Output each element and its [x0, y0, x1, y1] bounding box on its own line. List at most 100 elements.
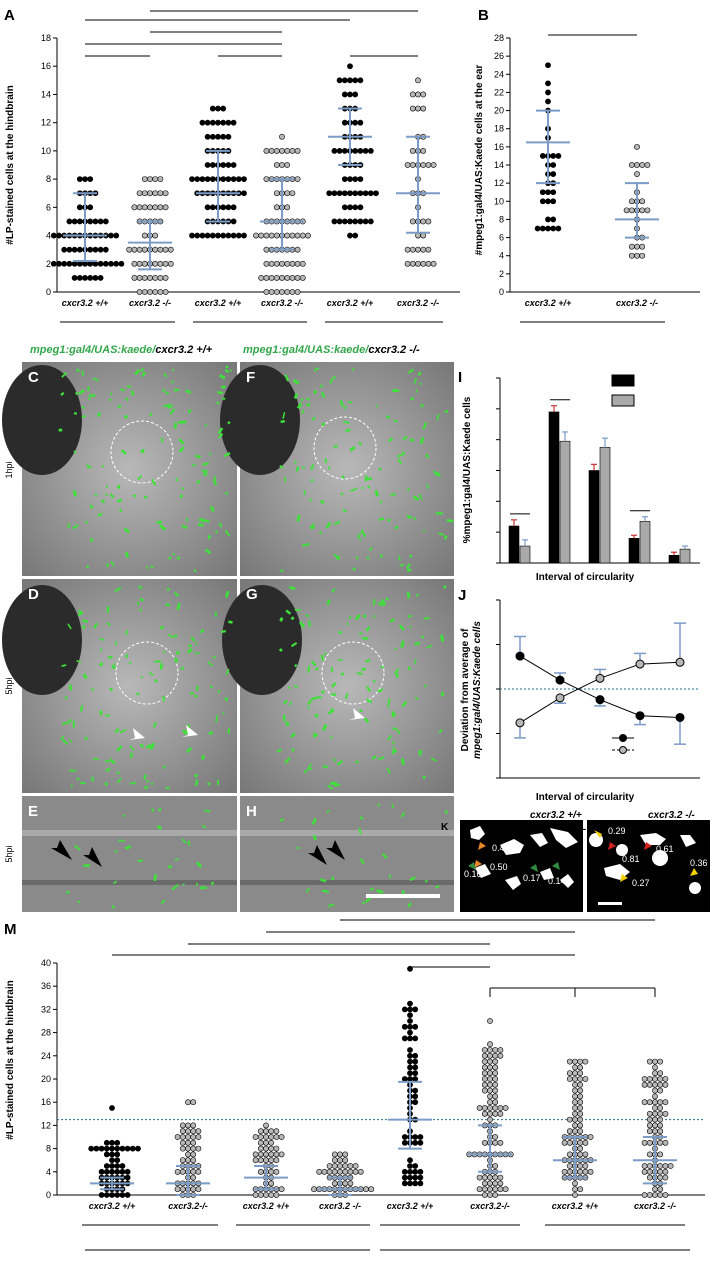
kaede-cell — [392, 740, 395, 745]
group-label: cxcr3.2 -/- — [261, 298, 303, 308]
kaede-cell — [227, 420, 231, 425]
panel-j-ylabel-1: Deviation from average of — [460, 628, 471, 751]
kaede-cell — [137, 602, 140, 605]
group-label: cxcr3.2 -/- — [634, 1201, 676, 1211]
data-point — [157, 190, 164, 197]
data-point — [342, 1168, 349, 1175]
data-point — [152, 232, 159, 239]
data-point — [87, 204, 94, 211]
panel-j-chart — [496, 599, 700, 779]
panel-m-ylabel: #LP-stained cells at the hindbrain — [5, 980, 16, 1139]
kaede-cell — [89, 394, 96, 397]
panel-i-chart — [496, 374, 700, 564]
data-point — [199, 232, 206, 239]
data-point — [268, 1139, 275, 1146]
y-tick-label: 24 — [41, 1051, 51, 1061]
data-point — [561, 1168, 568, 1175]
kaede-cell — [185, 746, 193, 754]
data-point — [114, 1168, 121, 1175]
svg-text:0.61: 0.61 — [656, 844, 674, 854]
data-point — [252, 1151, 259, 1158]
kaede-cell — [67, 623, 72, 630]
panel-m-dots — [88, 965, 677, 1198]
data-point — [412, 1064, 419, 1071]
kaede-cell — [401, 700, 408, 708]
data-point — [595, 673, 605, 683]
data-point — [412, 1076, 419, 1082]
data-point — [577, 1076, 584, 1082]
data-point — [347, 63, 353, 70]
data-point — [225, 162, 232, 168]
kaede-cell — [76, 777, 80, 781]
data-point — [225, 119, 232, 126]
svg-text:0.29: 0.29 — [608, 826, 626, 836]
kaede-cell — [387, 735, 393, 741]
group-label: cxcr3.2 +/+ — [89, 1201, 136, 1211]
data-point — [492, 1076, 499, 1082]
data-point — [652, 1070, 658, 1077]
data-point — [646, 1168, 653, 1175]
kaede-cell — [385, 596, 390, 601]
data-point — [481, 1139, 488, 1146]
kaede-cell — [156, 520, 163, 524]
data-point — [407, 1163, 413, 1169]
data-point — [639, 243, 646, 250]
data-point — [572, 1116, 578, 1123]
panel-a-label: A — [4, 7, 15, 24]
data-point — [412, 1134, 419, 1140]
kaede-cell — [335, 555, 339, 558]
kaede-cell — [296, 514, 301, 522]
data-point — [487, 1070, 493, 1077]
kaede-cell — [371, 755, 377, 760]
kaede-cell — [413, 378, 418, 384]
data-point — [109, 1105, 115, 1111]
data-point — [241, 176, 247, 183]
data-point — [628, 198, 635, 205]
kaede-cell — [110, 664, 117, 670]
kaede-cell — [218, 432, 224, 439]
kaede-cell — [330, 666, 334, 673]
kaede-cell — [178, 438, 185, 445]
data-point — [572, 1110, 578, 1117]
kaede-cell — [224, 492, 229, 495]
kaede-cell — [195, 642, 198, 646]
data-point — [241, 190, 247, 197]
kaede-cell — [224, 529, 231, 537]
kaede-cell — [378, 517, 385, 521]
panel-a-axes: 0 2 4 6 8 10 12 14 16 18 cxcr3.2 +/+ cxcr3.2 -/- cxc… — [41, 10, 460, 323]
y-tick-label: 0 — [499, 287, 504, 297]
data-point — [572, 1186, 578, 1193]
time-label-5hpi: 5hpi — [4, 845, 14, 862]
data-point — [185, 1099, 191, 1106]
kaede-cell — [178, 420, 186, 424]
kaede-cell — [410, 397, 414, 401]
data-point — [347, 77, 353, 84]
kaede-cell — [196, 861, 203, 868]
kaede-cell — [346, 622, 349, 626]
kaede-cell — [86, 464, 92, 470]
data-point — [566, 1076, 573, 1082]
data-point — [103, 1192, 110, 1198]
kaede-cell — [113, 880, 118, 885]
data-point — [190, 1174, 197, 1181]
kaede-cell — [426, 483, 430, 489]
y-tick-label: 14 — [494, 160, 504, 170]
data-point — [342, 1151, 349, 1158]
kaede-cell — [137, 859, 144, 862]
data-point — [352, 1168, 359, 1175]
kaede-cell — [201, 469, 206, 474]
time-label-1hpi: 1hpi — [4, 461, 14, 478]
kaede-cell — [189, 691, 194, 695]
kaede-cell — [130, 752, 133, 759]
kaede-cell — [69, 769, 77, 772]
group-label: cxcr3.2 -/- — [397, 298, 439, 308]
kaede-cell — [342, 509, 347, 513]
data-point — [415, 91, 421, 98]
data-point — [577, 1186, 584, 1193]
data-point — [66, 218, 73, 225]
y-tick-label: 4 — [499, 251, 504, 261]
kaede-cell — [279, 617, 284, 622]
kaede-cell — [379, 554, 384, 558]
kaede-cell — [387, 698, 391, 703]
